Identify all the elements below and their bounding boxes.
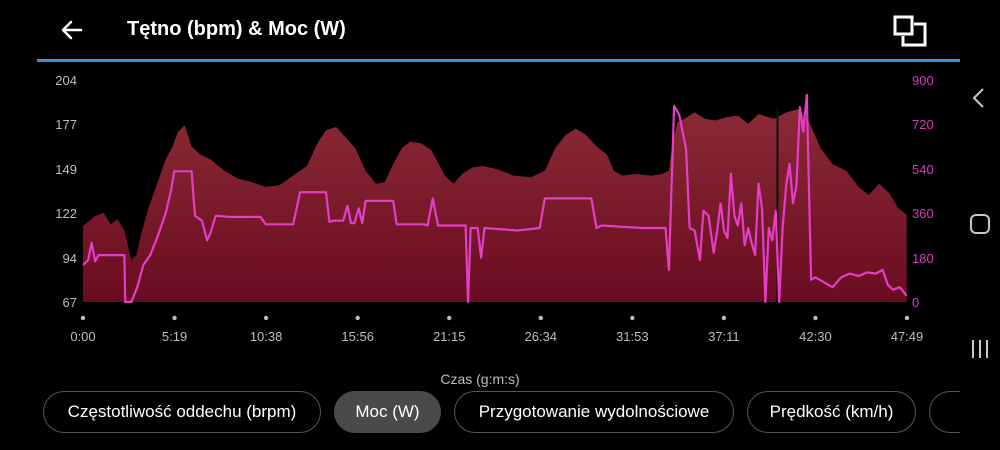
x-tick-dot — [904, 315, 910, 321]
x-tick-dot — [80, 315, 86, 321]
x-tick-label: 37:11 — [708, 329, 740, 344]
x-tick-dot — [355, 315, 360, 321]
power-line — [82, 93, 908, 304]
y-right-tick-label: 180 — [912, 251, 934, 266]
y-right-tick-label: 540 — [912, 162, 934, 177]
expand-squares-icon — [893, 15, 927, 47]
y-left-tick-label: 122 — [55, 206, 77, 221]
system-nav-bar — [960, 0, 1000, 450]
chip-more[interactable] — [929, 391, 960, 433]
y-right-tick-label: 720 — [912, 117, 934, 132]
x-tick-label: 47:49 — [891, 329, 924, 344]
nav-recents-icon — [972, 340, 988, 358]
arrow-left-icon — [61, 20, 83, 40]
chip-training-readiness[interactable]: Przygotowanie wydolnościowe — [454, 391, 734, 433]
x-tick-dot — [813, 315, 818, 321]
x-tick-dot — [630, 315, 635, 321]
y-left-tick-label: 204 — [55, 73, 77, 88]
x-tick-label: 5:19 — [162, 329, 187, 344]
x-tick-label: 15:56 — [341, 329, 374, 344]
x-tick-label: 31:53 — [616, 329, 649, 344]
metric-chip-bar: Częstotliwość oddechu (brpm) Moc (W) Prz… — [0, 391, 960, 435]
y-right-tick-label: 360 — [912, 206, 934, 221]
x-axis-label: Czas (g:m:s) — [440, 371, 520, 387]
expand-button[interactable] — [892, 14, 928, 48]
y-left-tick-label: 94 — [63, 251, 77, 266]
header-accent-line — [37, 59, 967, 62]
nav-back-button[interactable] — [964, 82, 996, 114]
nav-back-chevron-icon — [972, 88, 984, 108]
x-tick-dot — [263, 315, 269, 321]
x-tick-dot — [447, 315, 452, 321]
chip-breathing-rate[interactable]: Częstotliwość oddechu (brpm) — [43, 391, 321, 433]
y-right-tick-label: 900 — [912, 73, 934, 88]
app-header: Tętno (bpm) & Moc (W) — [0, 0, 960, 62]
x-tick-dot — [538, 315, 543, 321]
chip-speed[interactable]: Prędkość (km/h) — [747, 391, 916, 433]
x-tick-label: 21:15 — [433, 329, 466, 344]
y-left-tick-label: 177 — [55, 117, 77, 132]
y-left-tick-label: 67 — [63, 295, 77, 310]
chip-power[interactable]: Moc (W) — [334, 391, 441, 433]
heart-rate-area — [83, 109, 907, 302]
y-right-tick-label: 0 — [912, 295, 919, 310]
x-tick-label: 0:00 — [70, 329, 95, 344]
heart-rate-power-chart[interactable]: 204 177 149 122 94 67 900 720 540 360 180 0 0:00 5:19… — [0, 62, 960, 362]
page-title: Tętno (bpm) & Moc (W) — [127, 18, 346, 40]
x-tick-dot — [721, 315, 727, 321]
x-tick-label: 10:38 — [250, 329, 283, 344]
nav-home-icon — [970, 214, 990, 234]
back-button[interactable] — [56, 14, 88, 46]
nav-home-button[interactable] — [964, 208, 996, 240]
x-tick-label: 42:30 — [799, 329, 832, 344]
nav-recents-button[interactable] — [964, 333, 996, 365]
x-tick-dot — [172, 315, 177, 321]
x-tick-label: 26:34 — [525, 329, 558, 344]
y-left-tick-label: 149 — [55, 162, 77, 177]
